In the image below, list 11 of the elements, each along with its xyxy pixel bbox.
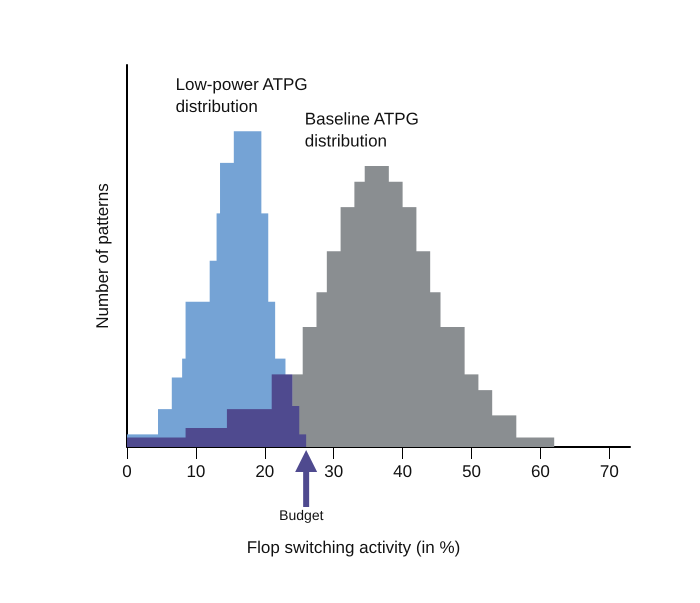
x-tick-label: 20 — [255, 462, 274, 481]
x-tick-label: 40 — [393, 462, 412, 481]
x-tick-label: 30 — [324, 462, 344, 481]
x-axis-title: Flop switching activity (in %) — [246, 538, 460, 557]
text: Budget — [279, 507, 324, 523]
x-tick-label: 70 — [600, 462, 619, 481]
x-tick-label: 0 — [122, 462, 132, 481]
x-tick-label: 50 — [462, 462, 481, 481]
x-tick-label: 10 — [186, 462, 206, 481]
x-tick-label: 60 — [530, 462, 550, 481]
y-axis-title: Number of patterns — [93, 183, 112, 329]
